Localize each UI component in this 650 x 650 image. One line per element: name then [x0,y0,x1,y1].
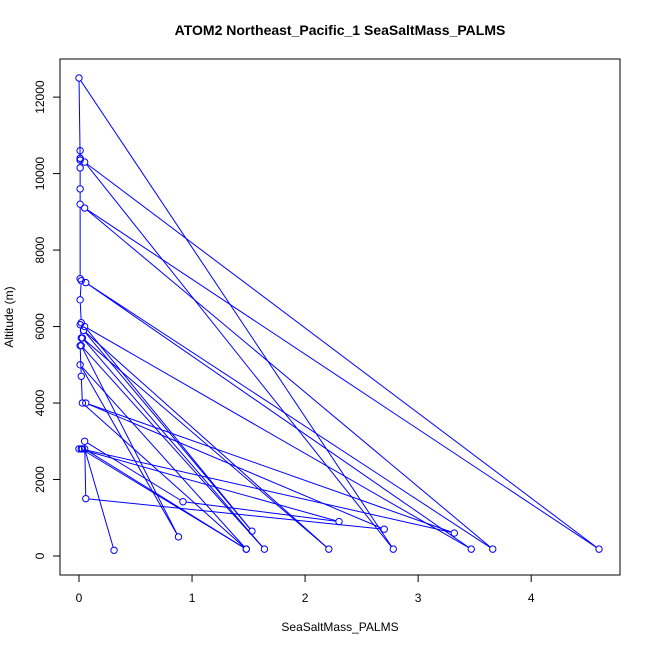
series-line-segment [83,450,244,548]
series-line-segment [84,339,327,548]
data-point [76,164,84,172]
data-point [76,361,84,369]
data-point [82,278,90,287]
data-point [260,545,269,553]
series-line-segment [186,501,336,522]
data-point [78,334,87,342]
series-line-segment [88,284,469,548]
y-axis: 0 2000 4000 6000 8000 10000 12000 [33,80,61,559]
data-point [179,497,187,506]
data-point [78,399,87,407]
data-point [80,437,89,445]
series-line-segment [84,404,245,548]
data-point [110,546,118,554]
y-tick-label: 10000 [33,157,47,191]
data-point [75,74,83,82]
data-point [76,275,84,283]
series-line-segment [86,328,251,529]
series-line-segment [82,449,336,522]
series-line-segment [86,164,392,547]
series-line-segment [83,347,263,547]
series-line-segment [87,442,181,501]
data-point [489,545,497,553]
data-point [75,445,83,453]
data-point [174,533,183,541]
series-line-segment [89,498,381,530]
data-point [380,525,388,533]
x-tick-label: 3 [415,591,422,605]
data-point [76,146,84,155]
series-line-segment [87,327,469,548]
x-tick-label: 4 [528,591,535,605]
series-line-segment [79,303,82,320]
data-point [335,517,343,526]
y-tick-label: 6000 [33,313,47,340]
series-line-segment [78,81,81,155]
series-line-segment [79,284,82,297]
y-tick-label: 4000 [33,389,47,416]
series-line-segment [84,449,452,533]
data-point [450,529,459,537]
data-point [77,341,85,350]
y-tick-label: 2000 [33,466,47,493]
x-tick-label: 1 [189,591,196,605]
series-line-segment [79,349,82,373]
x-tick-label: 2 [302,591,309,605]
data-point [76,200,84,208]
series-line-segment [80,80,392,547]
data-point [242,545,251,553]
data-point [325,545,333,553]
data-point [80,322,89,331]
data-point [76,185,84,193]
series-line-segment [85,332,327,548]
data-point [389,545,397,553]
series-line-segment [84,340,263,547]
data-point [248,527,256,535]
data-point [77,276,85,285]
data-series [75,74,603,554]
y-tick-label: 0 [33,552,47,559]
data-point [79,326,88,335]
x-tick-label: 0 [76,591,83,605]
data-point [80,204,89,212]
series-line-segment [84,444,87,496]
data-point [82,494,90,503]
y-tick-label: 12000 [33,80,47,114]
series-line-segment [88,403,382,529]
series-line-segment [82,367,245,547]
series-line-segment [87,209,597,548]
series-line-segment [85,332,251,529]
y-tick-label: 8000 [33,236,47,263]
y-axis-label: Altitude (m) [2,286,16,347]
x-axis-label: SeaSaltMass_PALMS [281,620,398,634]
data-point [467,545,475,553]
series-line-segment [87,209,491,548]
data-point [80,158,89,166]
series-layer [75,74,603,554]
series-line-segment [80,379,83,400]
data-point [80,445,89,453]
x-axis: 0 1 2 3 4 [76,574,535,605]
data-point [78,445,87,453]
plot-frame [59,58,621,576]
series-line-segment [82,348,178,534]
series-line-segment [88,403,452,533]
series-line-segment [87,163,597,548]
data-point [595,545,603,553]
data-point [82,399,90,407]
data-point [77,372,85,380]
chart-title: ATOM2 Northeast_Pacific_1 SeaSaltMass_PA… [175,22,506,38]
data-point [77,319,85,327]
data-point [76,296,84,304]
series-line-segment [88,284,491,548]
data-point [76,156,84,164]
data-point [76,154,84,163]
data-point [76,320,84,329]
